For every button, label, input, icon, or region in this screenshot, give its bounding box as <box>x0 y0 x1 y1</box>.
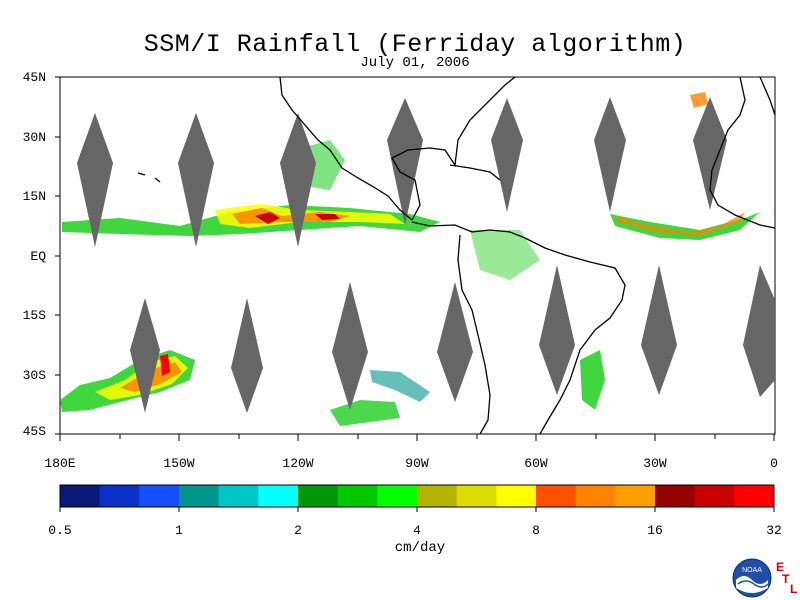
colorbar-label: 32 <box>766 523 782 538</box>
noaa-logo-icon: NOAA <box>732 558 772 598</box>
colorbar-swatch <box>179 485 220 507</box>
lon-label: 0 <box>770 456 778 471</box>
lat-label: EQ <box>30 249 46 264</box>
etl-letter: E <box>776 560 785 574</box>
lat-label: 45N <box>22 70 46 85</box>
colorbar-swatch <box>298 485 339 507</box>
colorbar-swatch <box>536 485 577 507</box>
etl-letter: L <box>790 582 798 596</box>
lon-label: 60W <box>524 456 548 471</box>
colorbar-swatch <box>496 485 537 507</box>
colorbar-unit: cm/day <box>394 540 446 556</box>
lon-label: 180E <box>44 456 76 471</box>
map-title: SSM/I Rainfall (Ferriday algorithm) <box>143 30 687 59</box>
lon-label: 30W <box>643 456 667 471</box>
logo-text: NOAA <box>742 567 762 574</box>
colorbar-swatch <box>734 485 775 507</box>
etl-letter: T <box>782 572 790 586</box>
lon-label: 120W <box>282 456 314 471</box>
colorbar-swatch <box>99 485 140 507</box>
swath-gaps <box>77 97 775 413</box>
map-subtitle: July 01, 2006 <box>360 55 470 71</box>
coastlines <box>137 76 776 435</box>
lat-label: 45S <box>22 424 46 439</box>
colorbar-label: 1 <box>175 523 183 538</box>
lat-label: 30N <box>22 130 46 145</box>
colorbar-label: 4 <box>413 523 421 538</box>
colorbar <box>59 484 775 512</box>
axis-ticks <box>55 76 775 441</box>
lat-label: 15N <box>22 189 46 204</box>
rain-patches <box>60 92 760 426</box>
colorbar-swatch <box>655 485 696 507</box>
lon-label: 90W <box>405 456 429 471</box>
colorbar-label: 8 <box>532 523 540 538</box>
colorbar-label: 16 <box>647 523 663 538</box>
colorbar-label: 0.5 <box>48 523 72 538</box>
colorbar-swatch <box>694 485 735 507</box>
lat-label: 30S <box>22 368 46 383</box>
colorbar-swatch <box>456 485 497 507</box>
colorbar-swatch <box>218 485 259 507</box>
colorbar-swatch <box>139 485 180 507</box>
colorbar-swatch <box>417 485 458 507</box>
lon-label: 150W <box>163 456 195 471</box>
colorbar-swatch <box>615 485 656 507</box>
lat-label: 15S <box>22 308 46 323</box>
colorbar-swatch <box>60 485 101 507</box>
colorbar-swatch <box>337 485 378 507</box>
colorbar-swatch <box>258 485 299 507</box>
colorbar-swatch <box>575 485 616 507</box>
colorbar-swatch <box>377 485 418 507</box>
colorbar-label: 2 <box>294 523 302 538</box>
